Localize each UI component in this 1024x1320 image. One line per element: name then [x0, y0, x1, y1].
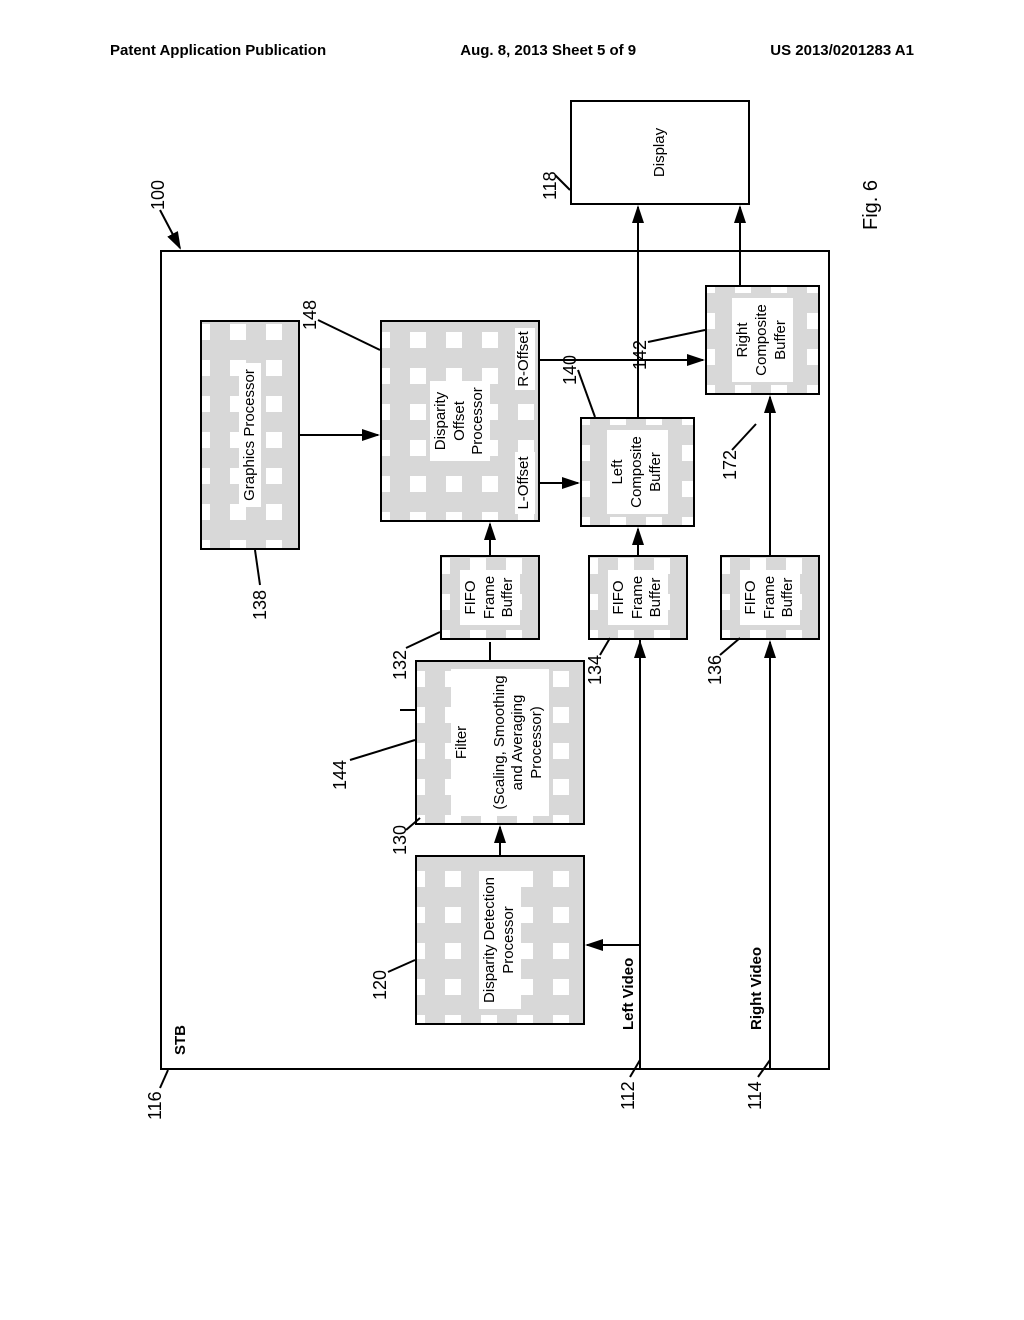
ref-100: 100	[148, 180, 169, 210]
figure-rotated: STB 100 116 Graphics Processor 138 Dispa…	[100, 70, 924, 1130]
block-disparity-offset-label: Disparity Offset Processor	[430, 381, 490, 461]
figure-label: Fig. 6	[860, 180, 883, 230]
block-right-composite: Right Composite Buffer	[705, 285, 820, 395]
block-left-composite-label: Left Composite Buffer	[607, 430, 667, 514]
block-right-composite-label: Right Composite Buffer	[732, 298, 792, 382]
ref-116: 116	[145, 1091, 166, 1120]
block-fifo-a-label: FIFO Frame Buffer	[460, 570, 520, 625]
ref-142: 142	[630, 340, 651, 370]
left-video-label: Left Video	[620, 958, 637, 1030]
ref-144: 144	[330, 760, 351, 790]
block-fifo-a: FIFO Frame Buffer	[440, 555, 540, 640]
ref-148: 148	[300, 300, 321, 330]
r-offset-chip: R-Offset	[515, 328, 535, 390]
ref-118: 118	[540, 171, 561, 200]
block-filter-label: Filter (Scaling, Smoothing and Averaging…	[451, 669, 549, 815]
block-graphics-processor: Graphics Processor	[200, 320, 300, 550]
ref-134: 134	[585, 655, 606, 685]
block-display-label: Display	[651, 128, 670, 177]
ref-114: 114	[745, 1081, 766, 1110]
block-disparity-detection: Disparity Detection Processor	[415, 855, 585, 1025]
header-right: US 2013/0201283 A1	[770, 42, 914, 59]
header-left: Patent Application Publication	[110, 42, 326, 59]
block-filter: Filter (Scaling, Smoothing and Averaging…	[415, 660, 585, 825]
ref-138: 138	[250, 590, 271, 620]
block-disparity-detection-label: Disparity Detection Processor	[479, 871, 521, 1009]
figure-inner: STB 100 116 Graphics Processor 138 Dispa…	[100, 70, 924, 1130]
figure-page: STB 100 116 Graphics Processor 138 Dispa…	[100, 70, 924, 1130]
l-offset-chip: L-Offset	[515, 452, 535, 514]
block-fifo-b: FIFO Frame Buffer	[588, 555, 688, 640]
header-center: Aug. 8, 2013 Sheet 5 of 9	[460, 42, 636, 59]
right-video-label: Right Video	[748, 947, 765, 1030]
stb-label: STB	[172, 1025, 189, 1055]
block-fifo-c: FIFO Frame Buffer	[720, 555, 820, 640]
ref-120: 120	[370, 970, 391, 1000]
ref-140: 140	[560, 355, 581, 385]
ref-172: 172	[720, 450, 741, 480]
block-display: Display	[570, 100, 750, 205]
ref-132: 132	[390, 650, 411, 680]
block-fifo-b-label: FIFO Frame Buffer	[608, 570, 668, 625]
block-graphics-label: Graphics Processor	[239, 363, 262, 507]
ref-112: 112	[618, 1081, 639, 1110]
page-header: Patent Application Publication Aug. 8, 2…	[0, 42, 1024, 59]
ref-136: 136	[705, 655, 726, 685]
block-left-composite: Left Composite Buffer	[580, 417, 695, 527]
block-fifo-c-label: FIFO Frame Buffer	[740, 570, 800, 625]
ref-130: 130	[390, 825, 411, 855]
